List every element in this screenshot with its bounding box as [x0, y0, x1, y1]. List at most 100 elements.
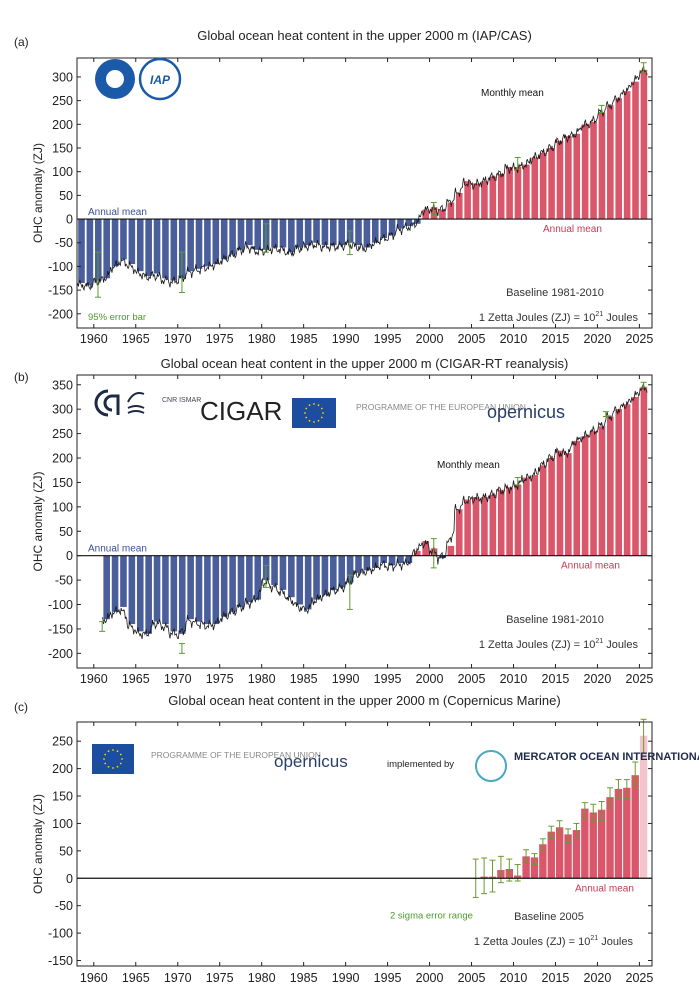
- x-tick-label: 1970: [164, 332, 192, 346]
- bar-2015: [556, 450, 564, 556]
- eu-star: [103, 758, 105, 760]
- bar-2020: [598, 112, 606, 220]
- bar-1979: [254, 219, 262, 250]
- y-tick-label: -200: [48, 307, 73, 321]
- cigar-logo: CIGAR: [200, 396, 282, 426]
- bar-1961: [103, 219, 110, 279]
- y-tick-label: 350: [52, 378, 73, 392]
- bar-2011: [523, 477, 530, 556]
- bar-1992: [363, 219, 371, 248]
- y-tick-label: 150: [52, 476, 73, 490]
- unit-unit-exp: 21: [590, 935, 598, 942]
- y-tick-label: 50: [59, 189, 73, 203]
- iap-logo-ring: [138, 57, 182, 101]
- chart-title: Global ocean heat content in the upper 2…: [197, 28, 532, 43]
- x-tick-label: 1970: [164, 672, 192, 686]
- bar-2017: [572, 830, 581, 879]
- y-tick-label: 200: [52, 118, 73, 132]
- eu-flag-background: [292, 398, 336, 428]
- x-tick-label: 1995: [374, 971, 402, 985]
- y-tick-label: 100: [52, 165, 73, 179]
- bar-2019: [590, 121, 597, 220]
- bar-2012: [531, 475, 539, 556]
- eu-star: [322, 412, 324, 414]
- bar-2024: [631, 775, 639, 879]
- bar-2025: [640, 69, 648, 220]
- iap-logo: IAP: [138, 57, 182, 101]
- bar-2005: [472, 497, 480, 556]
- y-tick-label: 150: [52, 790, 73, 804]
- x-tick-label: 1990: [332, 332, 360, 346]
- panel-label: (a): [14, 35, 29, 49]
- bar-1978: [246, 219, 253, 246]
- x-tick-label: 1970: [164, 971, 192, 985]
- bar-2023: [623, 91, 631, 220]
- unit-unit-prefix: 1 Zetta Joules (ZJ) = 10: [479, 312, 595, 324]
- bar-2004: [464, 181, 471, 220]
- x-tick-label: 2000: [416, 332, 444, 346]
- y-tick-label: -150: [48, 284, 73, 298]
- bar-1976: [229, 555, 236, 612]
- eu-star: [107, 750, 110, 753]
- bar-1966: [145, 555, 152, 634]
- cnr-logo-mark: [94, 389, 120, 417]
- bar-1987: [321, 219, 329, 246]
- x-tick-label: 2005: [458, 971, 486, 985]
- bar-1967: [153, 219, 161, 274]
- bar-1989: [338, 555, 346, 588]
- y-tick-label: 0: [66, 872, 73, 886]
- bar-2018: [581, 436, 589, 556]
- eu-star: [304, 412, 306, 414]
- y-tick-label: 0: [66, 549, 73, 563]
- unit-unit-exp: 21: [595, 638, 603, 645]
- eu-programme-text: PROGRAMME OF THE EUROPEAN UNION: [151, 750, 321, 760]
- eu-star: [112, 767, 114, 769]
- bar-2009: [506, 166, 513, 220]
- bar-2001: [439, 209, 446, 220]
- bar-1973: [204, 219, 211, 267]
- bar-1971: [187, 219, 194, 272]
- eu-flag-background: [92, 744, 134, 774]
- y-tick-label: 300: [52, 403, 73, 417]
- x-tick-label: 1965: [122, 332, 150, 346]
- bar-1975: [220, 555, 228, 617]
- bar-2002: [447, 202, 455, 220]
- bar-1991: [355, 555, 362, 573]
- bar-1982: [279, 555, 287, 590]
- bar-2007: [489, 176, 497, 220]
- error-bar-label: 2 sigma error range: [390, 910, 473, 921]
- bar-2005: [472, 183, 480, 220]
- x-tick-label: 1965: [122, 672, 150, 686]
- plot-frame: [76, 57, 653, 329]
- bar-2008: [497, 489, 505, 556]
- x-tick-label: 2005: [458, 672, 486, 686]
- bar-2015: [556, 140, 564, 220]
- bar-2003: [455, 193, 463, 220]
- y-tick-label: 200: [52, 452, 73, 466]
- bar-2025: [639, 735, 648, 879]
- panel-b: Global ocean heat content in the upper 2…: [14, 356, 653, 686]
- bar-1995: [388, 555, 396, 566]
- bar-2014: [548, 458, 555, 556]
- x-tick-label: 2000: [416, 672, 444, 686]
- y-tick-label: -50: [55, 574, 73, 588]
- eu-star: [121, 758, 123, 760]
- eu-star: [305, 407, 308, 410]
- bar-1969: [170, 219, 178, 281]
- x-tick-label: 1990: [332, 672, 360, 686]
- y-tick-label: -150: [48, 622, 73, 636]
- eu-star: [116, 765, 119, 768]
- bar-1975: [220, 219, 228, 260]
- y-tick-label: -100: [48, 927, 73, 941]
- panel-c: Global ocean heat content in the upper 2…: [14, 693, 699, 985]
- y-tick-label: 100: [52, 817, 73, 831]
- bar-2003: [455, 509, 463, 556]
- bar-1994: [380, 219, 387, 238]
- copernicus-logo: opernicus: [487, 402, 565, 422]
- plot-frame: [76, 374, 653, 669]
- eu-star: [119, 762, 122, 765]
- bar-1970: [178, 555, 186, 634]
- x-tick-label: 1985: [290, 672, 318, 686]
- bar-2013: [539, 465, 547, 556]
